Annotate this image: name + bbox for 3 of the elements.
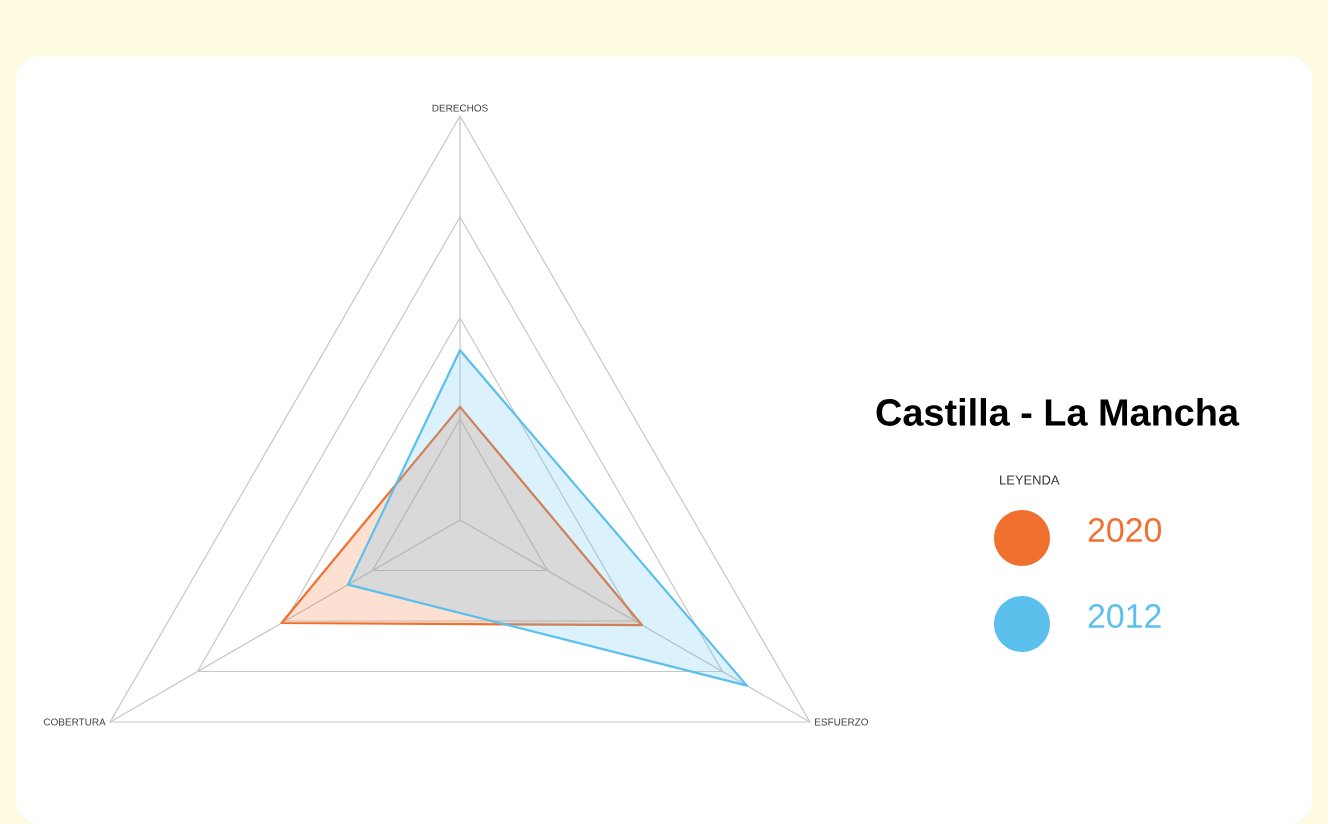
- legend-label: 2012: [1088, 604, 1161, 628]
- text: Castilla - La Mancha: [876, 398, 1240, 426]
- legend-label: 2020: [1088, 518, 1162, 542]
